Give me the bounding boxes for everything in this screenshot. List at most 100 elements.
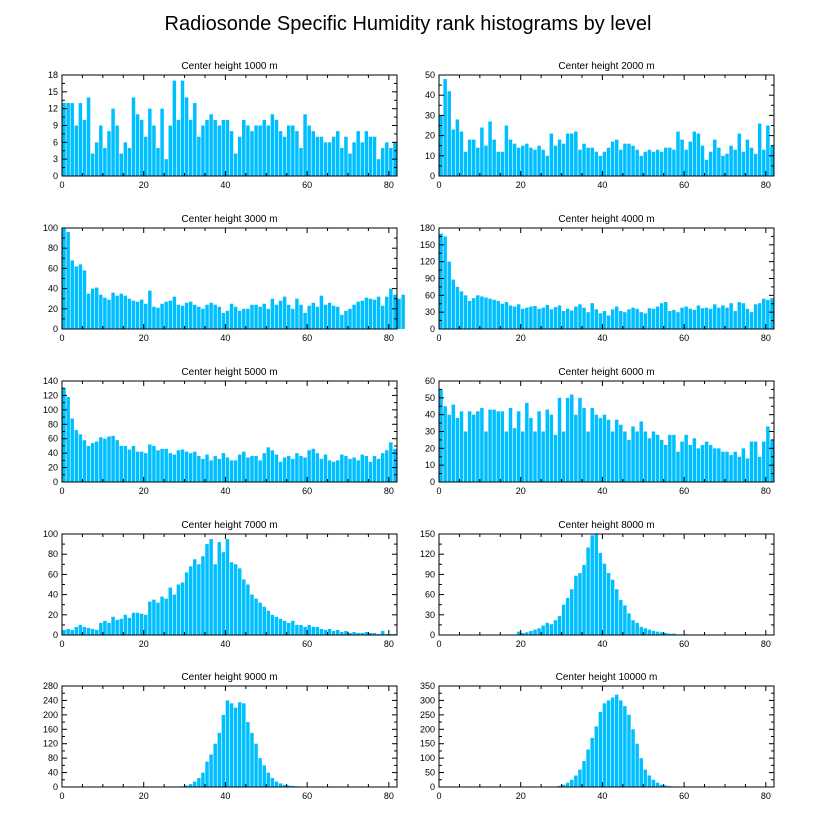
histogram-bar (663, 785, 668, 787)
histogram-bar (578, 397, 582, 482)
histogram-bar (348, 458, 352, 482)
histogram-bar (282, 620, 287, 635)
histogram-bar (311, 448, 315, 482)
histogram-bar (659, 632, 664, 635)
histogram-bar (197, 564, 201, 635)
histogram-bar (270, 450, 275, 482)
x-tick-label: 80 (761, 486, 771, 496)
histogram-bar (168, 125, 173, 176)
histogram-bar (201, 772, 205, 787)
histogram-bar (62, 103, 66, 176)
histogram-bar (188, 784, 193, 787)
histogram-bar (217, 732, 222, 787)
histogram-bar (82, 440, 87, 482)
histogram-bar (655, 306, 660, 329)
histogram-bar (201, 308, 205, 329)
x-tick-label: 80 (761, 180, 771, 190)
chart-panel: Center height 5000 m 0 20 40 60 80 0 20 40 60 80 10… (43, 367, 398, 496)
histogram-bar (86, 627, 91, 635)
histogram-bar (619, 700, 623, 787)
histogram-bar (74, 430, 79, 482)
histogram-bar (582, 143, 586, 176)
histogram-bar (237, 568, 242, 635)
histogram-bar (237, 702, 242, 787)
histogram-bar (443, 236, 447, 329)
histogram-bar (242, 703, 246, 787)
y-tick-label: 120 (420, 257, 435, 267)
histogram-bar (570, 779, 574, 787)
histogram-bar (135, 612, 140, 635)
histogram-bar (700, 444, 705, 482)
histogram-bar (74, 266, 79, 329)
histogram-bar (561, 431, 566, 482)
histogram-bar (315, 136, 320, 176)
histogram-bar (533, 629, 537, 635)
histogram-bar (672, 434, 676, 482)
histogram-bar (623, 431, 627, 482)
histogram-bar (467, 300, 472, 329)
histogram-bar (516, 411, 521, 482)
x-tick-label: 40 (220, 180, 230, 190)
y-tick-label: 20 (425, 443, 435, 453)
histogram-bar (270, 777, 275, 787)
histogram-bar (360, 632, 365, 635)
histogram-bar (119, 153, 123, 176)
histogram-bar (262, 453, 266, 482)
histogram-bar (508, 407, 513, 482)
histogram-bar (590, 407, 594, 482)
histogram-bar (295, 298, 299, 329)
histogram-bar (291, 458, 295, 482)
histogram-bar (217, 458, 222, 482)
histogram-bar (107, 436, 111, 482)
histogram-bar (639, 155, 643, 176)
histogram-bar (164, 159, 168, 176)
histogram-bar (205, 119, 209, 176)
histogram-bar (631, 620, 635, 635)
histogram-bar (213, 119, 217, 176)
histogram-bar (749, 312, 754, 329)
histogram-bar (250, 594, 254, 635)
histogram-bar (225, 700, 230, 787)
panels: Center height 1000 m0 20 40 60 800369121518C… (43, 61, 775, 801)
histogram-bar (323, 454, 328, 482)
x-tick-label: 40 (597, 791, 607, 801)
histogram-bar (500, 303, 505, 329)
histogram-bar (221, 119, 226, 176)
histogram-bar (229, 460, 234, 482)
histogram-bar (655, 434, 660, 482)
histogram-bar (704, 307, 709, 329)
histogram-bar (578, 573, 582, 635)
histogram-bar (504, 431, 509, 482)
x-tick-label: 80 (384, 180, 394, 190)
histogram-bar (213, 743, 217, 787)
histogram-bar (627, 439, 631, 482)
panel-title: Center height 8000 m (558, 520, 654, 531)
histogram-bar (549, 624, 554, 635)
y-tick-label: 40 (48, 284, 58, 294)
histogram-bar (521, 632, 525, 635)
histogram-bar (393, 633, 397, 635)
y-tick-label: 30 (425, 427, 435, 437)
histogram-bar (340, 314, 344, 329)
chart-panel: Center height 2000 m 0 20 40 60 80 0 10 20 30 40 50 (425, 61, 775, 190)
histogram-bar (180, 305, 185, 329)
histogram-bar (459, 291, 464, 329)
x-tick-label: 0 (436, 639, 441, 649)
histogram-bar (643, 431, 648, 482)
histogram-bar (286, 785, 291, 787)
histogram-bar (598, 418, 603, 482)
histogram-bar (480, 127, 484, 176)
histogram-bar (176, 450, 181, 482)
y-tick-label: 9 (53, 121, 58, 131)
y-tick-label: 200 (420, 724, 435, 734)
histogram-bar (376, 296, 381, 329)
histogram-bar (561, 784, 566, 787)
histogram-bar (651, 151, 656, 176)
histogram-bar (717, 448, 721, 482)
histogram-bar (274, 781, 279, 787)
histogram-bar (729, 145, 733, 176)
histogram-bar (131, 445, 136, 482)
histogram-bar (663, 444, 668, 482)
x-tick-label: 60 (302, 486, 312, 496)
histogram-bar (90, 288, 95, 329)
